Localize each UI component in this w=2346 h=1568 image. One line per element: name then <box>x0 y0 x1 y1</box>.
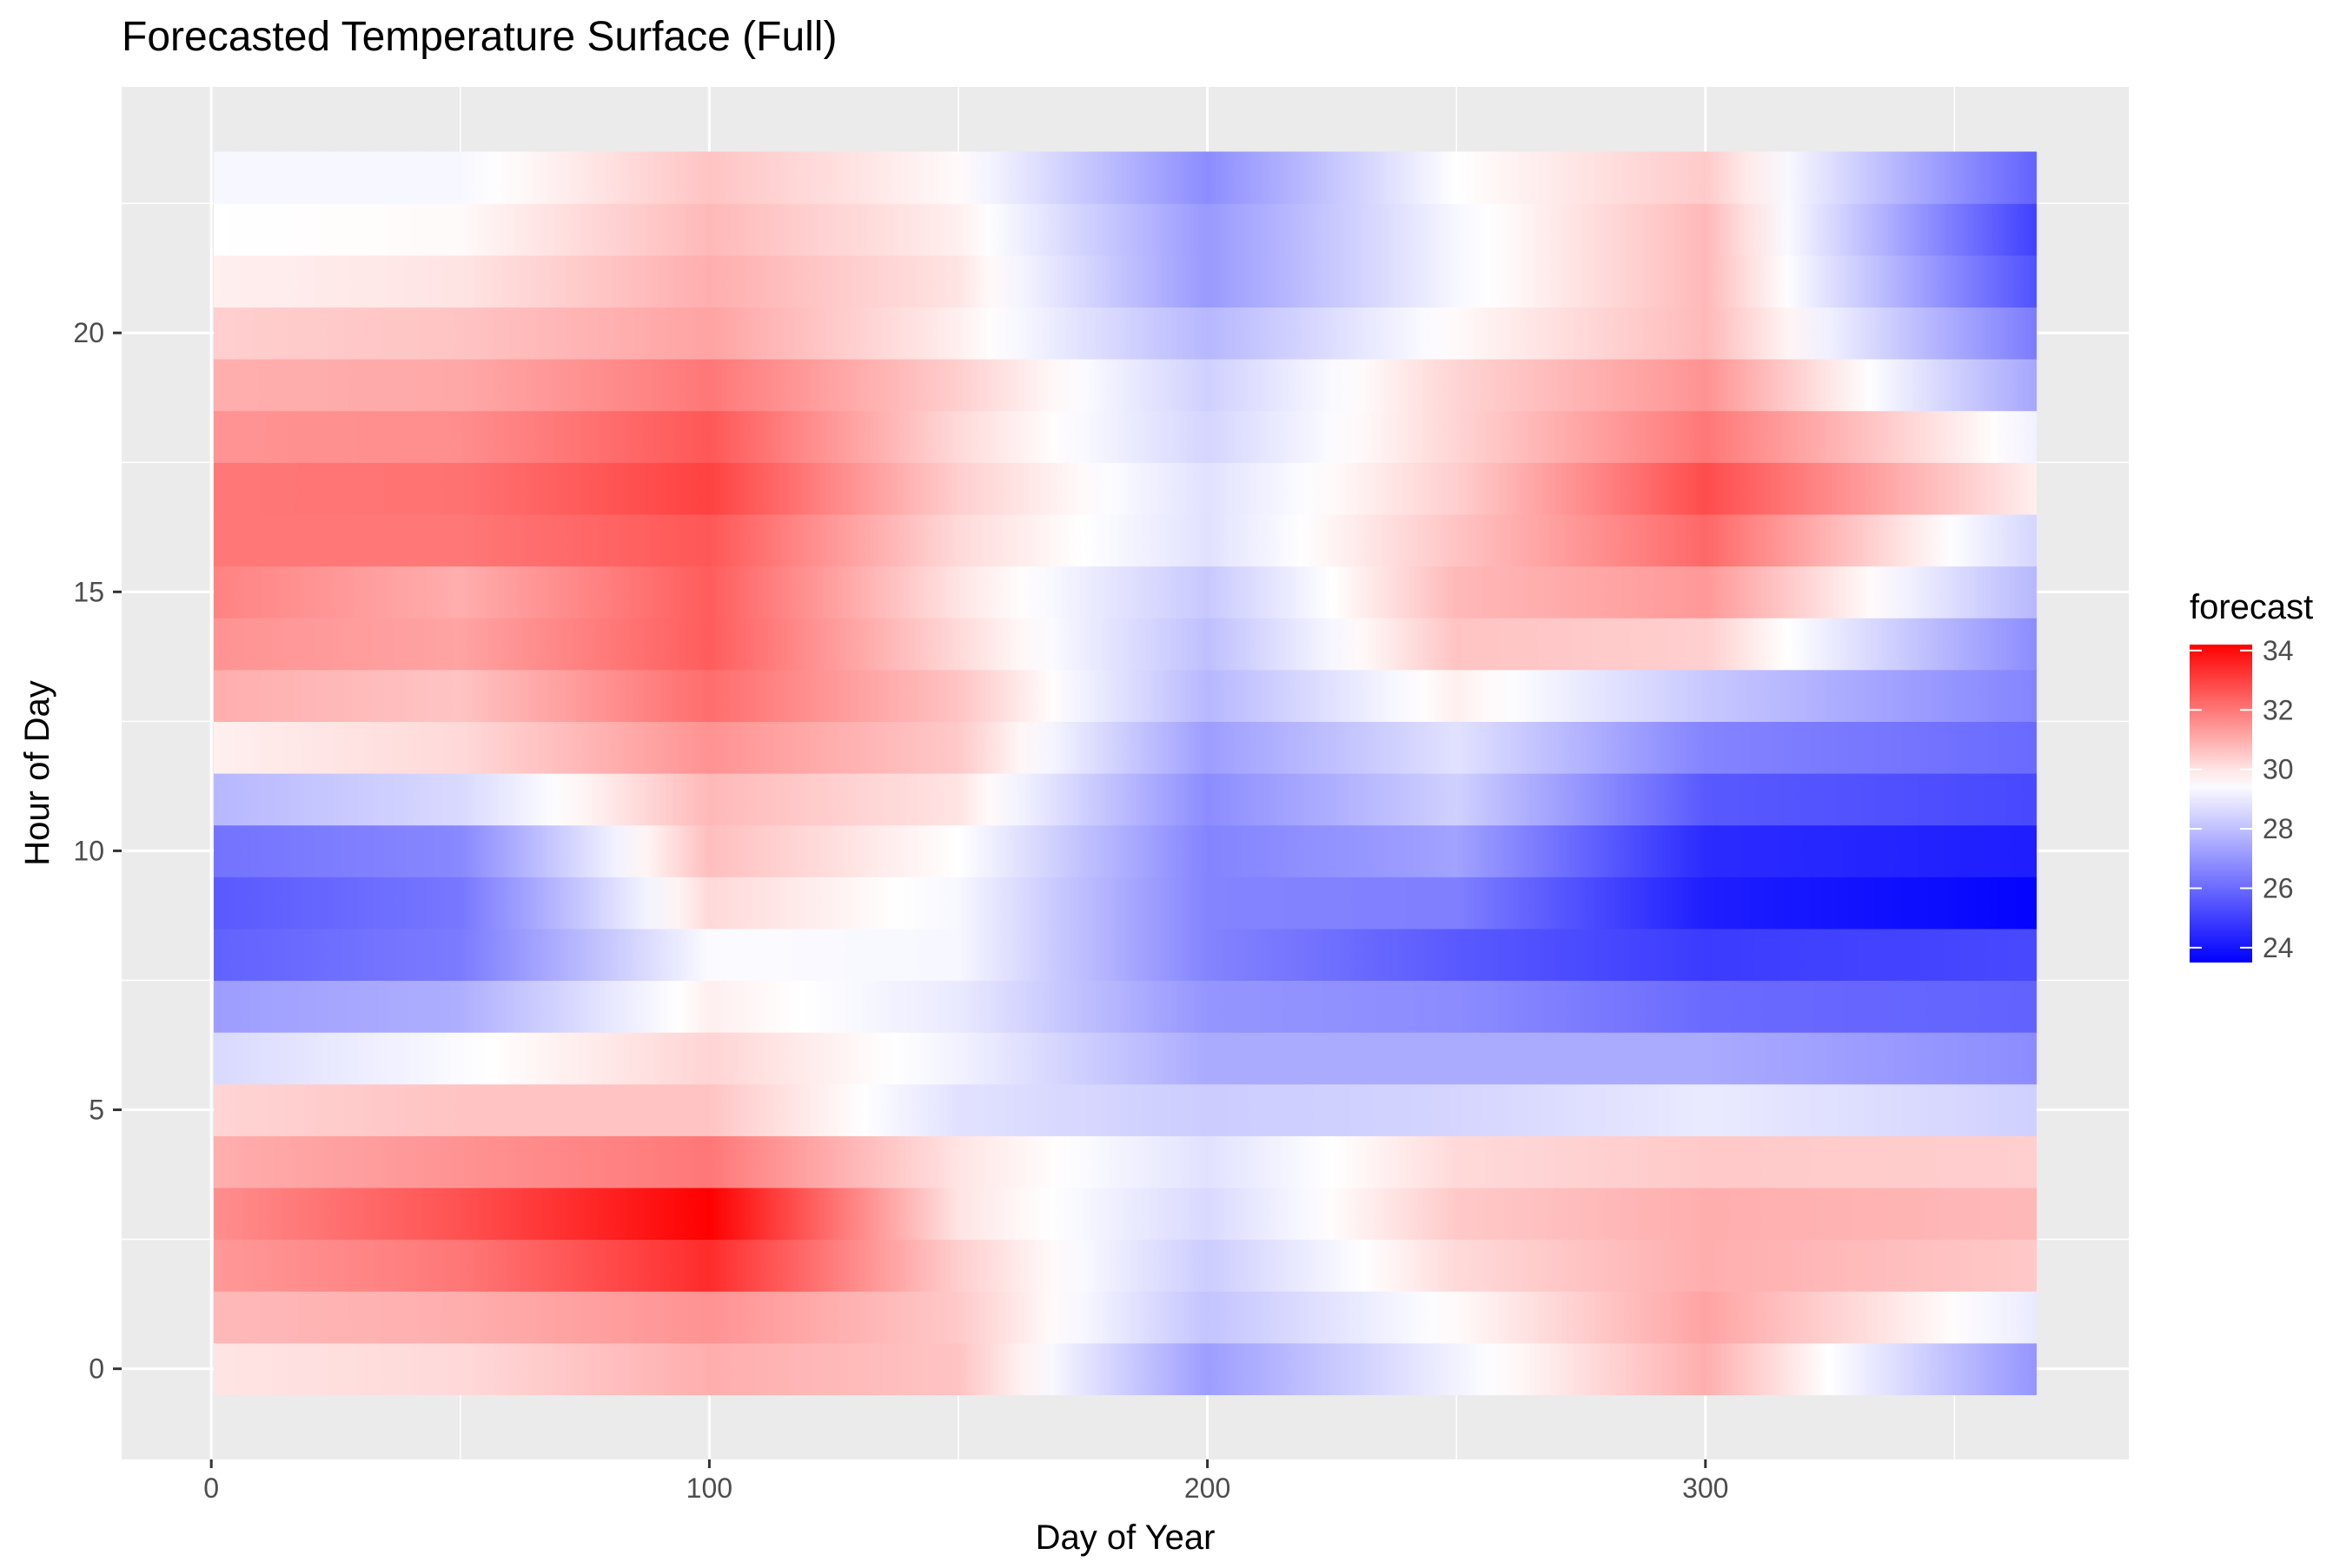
legend-tick-label: 30 <box>2263 754 2294 785</box>
y-tick-label: 5 <box>89 1095 104 1126</box>
x-tick-label: 0 <box>203 1472 219 1504</box>
legend: forecast 24 26 28 30 32 34 <box>2190 588 2313 963</box>
heatmap-row-hour-18 <box>214 410 2037 463</box>
heatmap-row-hour-14 <box>214 618 2037 671</box>
x-tick-label: 200 <box>1184 1472 1230 1504</box>
heatmap-row-hour-21 <box>214 255 2037 308</box>
heatmap-row-hour-15 <box>214 566 2037 619</box>
heatmap-row-hour-19 <box>214 359 2037 412</box>
legend-tick-label: 32 <box>2263 694 2294 725</box>
x-tick-label: 100 <box>686 1472 732 1504</box>
heatmap-row-hour-20 <box>214 307 2037 360</box>
chart-title: Forecasted Temperature Surface (Full) <box>122 14 837 60</box>
legend-tick-label: 24 <box>2263 932 2294 963</box>
heatmap-row-hour-1 <box>214 1291 2037 1344</box>
x-tick-labels: 0 100 200 300 <box>203 1472 1728 1504</box>
y-axis-label: Hour of Day <box>18 680 56 865</box>
y-tick-label: 0 <box>89 1353 104 1385</box>
heatmap-row-hour-3 <box>214 1187 2037 1241</box>
y-tick-label: 20 <box>73 317 104 348</box>
y-tick-label: 15 <box>73 576 104 607</box>
heatmap-row-hour-11 <box>214 773 2037 826</box>
heatmap-cells <box>214 151 2037 1396</box>
heatmap-row-hour-8 <box>214 928 2037 982</box>
heatmap-row-hour-5 <box>214 1083 2037 1136</box>
heatmap-row-hour-22 <box>214 203 2037 256</box>
heatmap-row-hour-9 <box>214 877 2037 930</box>
heatmap-row-hour-7 <box>214 980 2037 1033</box>
heatmap-row-hour-10 <box>214 824 2037 877</box>
heatmap-row-hour-2 <box>214 1239 2037 1292</box>
y-tick-label: 10 <box>73 835 104 866</box>
heatmap-row-hour-6 <box>214 1032 2037 1085</box>
legend-tick-label: 34 <box>2263 635 2294 666</box>
legend-ticks: 24 26 28 30 32 34 <box>2190 635 2294 963</box>
heatmap-row-hour-13 <box>214 669 2037 722</box>
legend-tick-label: 28 <box>2263 813 2294 844</box>
legend-title: forecast <box>2190 588 2313 626</box>
axis-ticks <box>113 331 1707 1468</box>
legend-colorbar <box>2190 645 2252 963</box>
x-axis-label: Day of Year <box>1036 1518 1216 1557</box>
heatmap-row-hour-17 <box>214 462 2037 515</box>
heatmap-row-hour-4 <box>214 1135 2037 1188</box>
heatmap-row-hour-23 <box>214 151 2037 204</box>
heatmap-row-hour-12 <box>214 721 2037 774</box>
heatmap-row-hour-16 <box>214 513 2037 567</box>
x-tick-label: 300 <box>1682 1472 1728 1504</box>
y-tick-labels: 0 5 10 15 20 <box>73 317 104 1384</box>
legend-tick-label: 26 <box>2263 872 2294 903</box>
heatmap-row-hour-0 <box>214 1342 2037 1396</box>
